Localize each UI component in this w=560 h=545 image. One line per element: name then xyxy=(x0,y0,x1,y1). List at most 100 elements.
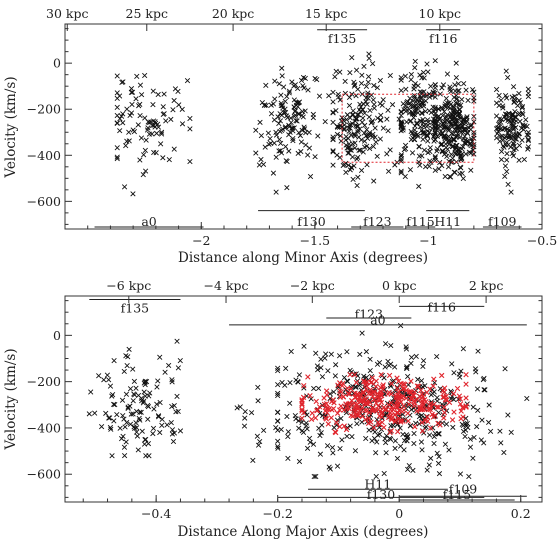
data-point xyxy=(361,378,367,384)
data-point xyxy=(459,155,465,161)
data-point xyxy=(418,378,425,384)
data-point xyxy=(472,366,479,372)
data-point xyxy=(273,425,279,431)
data-point xyxy=(435,404,442,410)
data-point xyxy=(392,364,398,370)
data-point xyxy=(451,409,457,415)
data-point xyxy=(402,142,409,148)
data-point xyxy=(303,130,309,136)
data-point xyxy=(114,155,120,162)
data-point xyxy=(374,394,380,400)
data-point xyxy=(282,98,288,105)
data-point xyxy=(330,110,336,116)
data-point xyxy=(347,69,353,76)
data-point xyxy=(360,389,367,395)
data-point xyxy=(289,79,295,85)
data-point xyxy=(464,114,470,120)
data-point xyxy=(121,368,127,375)
data-point xyxy=(127,421,134,427)
data-point xyxy=(138,409,144,415)
data-point xyxy=(402,381,408,388)
data-point xyxy=(370,61,376,67)
data-point xyxy=(127,403,133,409)
data-point xyxy=(158,131,165,137)
data-point xyxy=(253,127,259,133)
data-point xyxy=(111,401,117,408)
data-point xyxy=(460,346,466,352)
data-point xyxy=(176,102,182,108)
data-point xyxy=(365,390,372,397)
data-point xyxy=(363,133,369,139)
data-point xyxy=(494,125,501,131)
data-point xyxy=(313,350,319,356)
data-point xyxy=(306,145,313,151)
data-point xyxy=(421,89,427,95)
data-point xyxy=(119,397,126,403)
data-point xyxy=(163,118,169,124)
data-point xyxy=(355,123,361,129)
data-point xyxy=(380,97,386,103)
data-point xyxy=(395,410,401,416)
data-point xyxy=(457,471,464,477)
data-point xyxy=(375,419,381,426)
data-point xyxy=(122,424,128,430)
data-point xyxy=(497,133,503,140)
data-point xyxy=(179,121,186,127)
data-point xyxy=(157,399,163,406)
data-point xyxy=(299,415,305,421)
data-point xyxy=(141,389,147,395)
data-point xyxy=(150,430,156,437)
data-point xyxy=(371,425,377,431)
data-point xyxy=(296,458,303,465)
data-point xyxy=(403,395,409,401)
data-point xyxy=(279,379,285,386)
data-point xyxy=(114,73,120,79)
data-point xyxy=(305,87,311,93)
data-point xyxy=(426,163,432,169)
data-point xyxy=(353,379,360,386)
minor-axis-top-tick-label: 10 kpc xyxy=(419,6,461,21)
data-point xyxy=(403,387,409,394)
minor-axis-y-tick-label: −600 xyxy=(27,194,61,209)
data-point xyxy=(106,415,112,421)
data-point xyxy=(151,406,157,412)
data-point xyxy=(471,113,477,120)
data-point xyxy=(330,136,336,142)
data-point xyxy=(405,418,411,424)
data-point xyxy=(145,125,151,131)
data-point xyxy=(128,89,135,96)
major-axis-x-tick-label: 0.2 xyxy=(511,506,531,521)
data-point xyxy=(355,129,361,135)
data-point xyxy=(123,143,129,149)
data-point xyxy=(367,107,373,113)
data-point xyxy=(275,381,281,388)
data-point xyxy=(275,443,281,450)
data-point xyxy=(500,105,506,111)
data-point xyxy=(345,391,351,397)
data-point xyxy=(470,86,476,93)
data-point xyxy=(137,409,143,415)
data-point xyxy=(439,106,445,112)
data-point xyxy=(371,101,377,108)
data-point xyxy=(169,431,176,437)
data-point xyxy=(516,90,522,97)
data-point xyxy=(458,368,464,374)
field-label-f135: f135 xyxy=(121,301,150,316)
data-point xyxy=(304,426,310,432)
data-point xyxy=(394,455,401,462)
data-point xyxy=(310,441,317,447)
data-point xyxy=(439,149,446,155)
data-point xyxy=(344,405,350,412)
data-point xyxy=(419,75,425,81)
data-point xyxy=(442,441,449,447)
data-point xyxy=(445,104,451,110)
data-point xyxy=(519,137,525,143)
data-point xyxy=(424,117,431,123)
data-point xyxy=(366,55,372,61)
data-point xyxy=(504,139,510,146)
data-point xyxy=(463,87,469,93)
minor-axis-panel: a0 f130 f123 f115 H11 f109 f135 f116 −2 −1.5 −1 −0… xyxy=(3,6,557,266)
major-axis-ticks: −0.4 −0.2 0 0.2 0 −200 −400 −600 −6 kpc −4 kpc −2 … xyxy=(27,278,542,521)
data-point xyxy=(505,181,511,188)
data-point xyxy=(346,94,353,101)
